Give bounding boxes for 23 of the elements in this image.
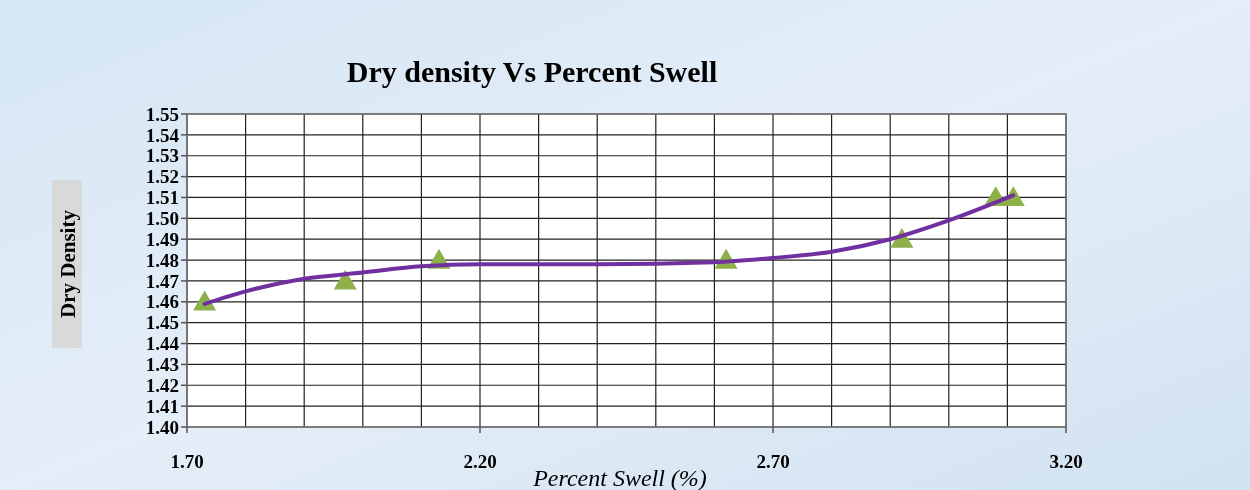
y-tick-label: 1.53	[145, 145, 179, 167]
chart-title: Dry density Vs Percent Swell	[346, 55, 718, 88]
x-tick-label: 1.70	[170, 451, 204, 472]
y-tick-label: 1.54	[145, 124, 180, 146]
y-tick-label: 1.50	[145, 207, 179, 229]
x-tick-label: 2.70	[756, 451, 790, 472]
point	[333, 269, 357, 290]
y-tick-label: 1.44	[145, 333, 180, 355]
y-tick-label: 1.52	[145, 166, 179, 188]
y-tick-label: 1.49	[145, 228, 179, 250]
y-tick-label: 1.51	[145, 187, 179, 209]
x-tick-label: 2.20	[463, 451, 497, 472]
y-tick-label: 1.46	[145, 291, 179, 313]
y-axis-title: Dry Density	[56, 209, 80, 318]
y-tick-label: 1.45	[145, 312, 179, 334]
x-tick-label: 3.20	[1049, 451, 1083, 472]
y-tick-label: 1.42	[145, 374, 179, 396]
y-tick-label: 1.48	[145, 249, 179, 271]
y-tick-label: 1.55	[145, 103, 179, 125]
y-tick-label: 1.40	[145, 416, 179, 438]
y-tick-label: 1.47	[145, 270, 180, 292]
y-tick-label: 1.41	[145, 395, 179, 417]
y-tick-label: 1.43	[145, 354, 179, 376]
